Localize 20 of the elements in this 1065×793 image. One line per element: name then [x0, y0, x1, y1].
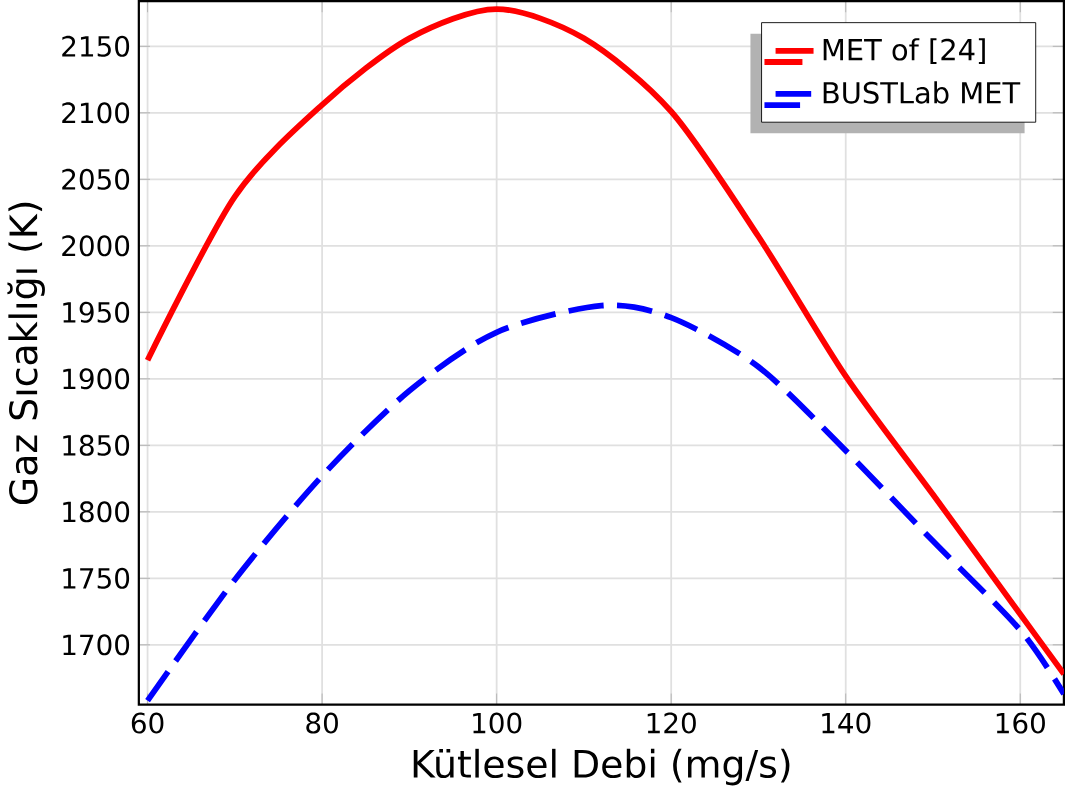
y-tick-label: 2100: [62, 102, 130, 124]
x-tick-label: 60: [131, 712, 164, 734]
y-tick-label: 2000: [62, 235, 130, 257]
x-tick-label: 80: [306, 712, 338, 734]
x-tick-label: 140: [822, 712, 871, 734]
y-tick-label: 1700: [63, 634, 130, 656]
legend-label: BUSTLab MET: [823, 81, 1021, 104]
x-tick-label: 100: [473, 712, 522, 734]
y-tick-label: 1750: [63, 567, 130, 589]
x-tick-label: 160: [996, 712, 1045, 734]
legend-label: MET of [24]: [823, 38, 985, 65]
y-tick-label: 1950: [63, 301, 130, 323]
y-tick-label: 2150: [62, 35, 130, 57]
y-axis-title: Gaz Sıcaklığı (K): [7, 202, 45, 505]
y-tick-label: 2050: [62, 168, 130, 190]
y-tick-label: 1900: [63, 368, 130, 390]
y-tick-label: 1800: [63, 501, 130, 523]
y-tick-label: 1850: [63, 434, 130, 456]
x-axis-title: Kütlesel Debi (mg/s): [413, 748, 790, 786]
x-tick-label: 120: [647, 712, 696, 734]
